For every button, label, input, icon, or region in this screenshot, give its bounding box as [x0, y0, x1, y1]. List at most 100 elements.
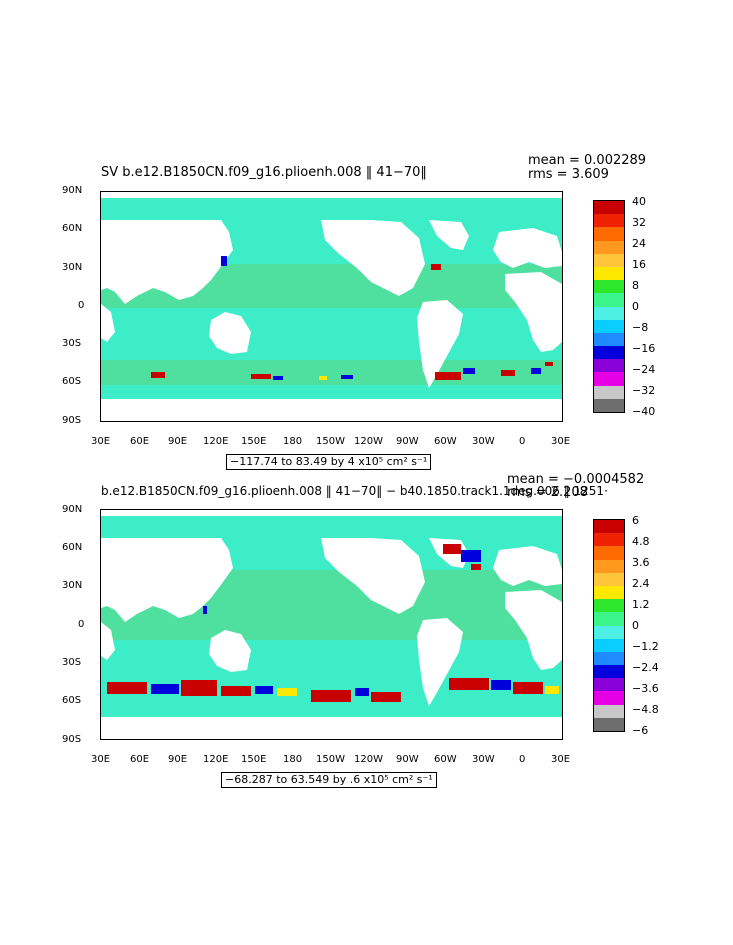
panel2-colorbar-label: −4.8	[632, 703, 659, 716]
colorbar-swatch	[594, 227, 624, 241]
land-north-pole	[101, 510, 562, 516]
panel1-lon-label: 120W	[354, 436, 383, 447]
panel2-lon-label: 150E	[241, 754, 267, 765]
colorbar-swatch	[594, 346, 624, 360]
panel1-lon-label: 120E	[203, 436, 229, 447]
panel2-colorbar-label: −2.4	[632, 661, 659, 674]
panel1-lat-label: 90N	[62, 185, 83, 196]
land-asia	[101, 220, 233, 304]
panel2-lon-label: 120W	[354, 754, 383, 765]
land-south-america	[417, 300, 463, 388]
panel2-colorbar-label: 0	[632, 619, 639, 632]
panel2-colorbar-label: 4.8	[632, 535, 650, 548]
land-antarctica	[101, 717, 562, 739]
panel2-range-text: −68.287 to 63.549 by .6 x10⁵ cm² s⁻¹	[221, 772, 437, 788]
panel2-colorbar-label: 2.4	[632, 577, 650, 590]
panel2-lat-label: 30N	[62, 580, 83, 591]
panel2-mean: mean = −0.0004582	[507, 472, 645, 487]
panel1-lat-label: 30N	[62, 262, 83, 273]
panel1-colorbar-label: 8	[632, 279, 639, 292]
land-africa-east	[101, 304, 115, 342]
land-europe	[493, 228, 562, 268]
panel1-lon-label: 150E	[241, 436, 267, 447]
panel1-colorbar-label: 40	[632, 195, 646, 208]
colorbar-swatch	[594, 691, 624, 705]
panel2-lat-label: 60N	[62, 542, 83, 553]
colorbar-swatch	[594, 319, 624, 333]
panel1-colorbar-label: 24	[632, 237, 646, 250]
panel1-colorbar-label: −32	[632, 384, 656, 397]
panel2-lon-label: 60E	[130, 754, 150, 765]
colorbar-swatch	[594, 253, 624, 267]
panel1-lat-label: 90S	[62, 415, 82, 426]
land-north-pole	[101, 192, 562, 198]
land-greenland	[429, 220, 469, 250]
panel1-range-text: −117.74 to 83.49 by 4 x10⁵ cm² s⁻¹	[226, 454, 432, 470]
panel2-map-svg	[101, 510, 562, 739]
panel1-lon-label: 150W	[316, 436, 345, 447]
land-africa	[505, 272, 562, 352]
panel1-lon-label: 90W	[396, 436, 419, 447]
anomaly-streaks	[151, 256, 553, 380]
panel2-lon-label: 90W	[396, 754, 419, 765]
panel2-colorbar-label: −3.6	[632, 682, 659, 695]
colorbar-swatch	[594, 520, 624, 534]
panel2-lon-label: 90E	[168, 754, 188, 765]
land-australia	[209, 312, 251, 354]
panel1-lon-label: 0	[519, 436, 526, 447]
land-europe	[493, 546, 562, 586]
panel2-title: b.e12.B1850CN.f09_g16.plioenh.008 ‖ 41−7…	[101, 484, 608, 498]
colorbar-swatch	[594, 201, 624, 215]
panel2-colorbar-label: −6	[632, 724, 649, 737]
panel1-lon-label: 60E	[130, 436, 150, 447]
colorbar-swatch	[594, 612, 624, 626]
panel2-colorbar-label: 6	[632, 514, 639, 527]
land-north-america	[321, 220, 425, 296]
panel1-colorbar-label: 16	[632, 258, 646, 271]
colorbar-swatch	[594, 665, 624, 679]
panel2-lon-label: 30W	[472, 754, 495, 765]
panel1-lat-label: 0	[78, 300, 85, 311]
land-africa-east	[101, 622, 115, 660]
panel1-colorbar	[593, 200, 625, 413]
panel1-colorbar-label: −16	[632, 342, 656, 355]
colorbar-swatch	[594, 266, 624, 281]
colorbar-swatch	[594, 359, 624, 373]
panel1-lon-label: 60W	[434, 436, 457, 447]
panel2-lat-label: 60S	[62, 695, 82, 706]
panel1-lon-label: 30E	[91, 436, 111, 447]
panel1-lat-label: 60S	[62, 376, 82, 387]
panel1-rms: rms = 3.609	[528, 167, 609, 182]
land-africa	[505, 590, 562, 670]
panel2-lon-label: 30E	[91, 754, 111, 765]
panel2-rms: rms = 2.208	[507, 485, 588, 500]
panel2-lat-label: 90S	[62, 734, 82, 745]
colorbar-swatch	[594, 638, 624, 652]
panel2-lon-label: 30E	[551, 754, 571, 765]
panel2-colorbar-label: −1.2	[632, 640, 659, 653]
colorbar-swatch	[594, 651, 624, 666]
colorbar-swatch	[594, 306, 624, 320]
panel1-lat-label: 30S	[62, 338, 82, 349]
colorbar-swatch	[594, 372, 624, 386]
panel1-colorbar-label: −8	[632, 321, 649, 334]
panel1-lon-label: 90E	[168, 436, 188, 447]
colorbar-swatch	[594, 704, 624, 718]
colorbar-swatch	[594, 293, 624, 307]
anomaly-streaks	[107, 544, 559, 702]
colorbar-swatch	[594, 214, 624, 228]
land-antarctica	[101, 399, 562, 421]
land-north-america	[321, 538, 425, 614]
colorbar-swatch	[594, 599, 624, 613]
panel1-lat-label: 60N	[62, 223, 83, 234]
colorbar-swatch	[594, 717, 624, 731]
panel2-colorbar-label: 3.6	[632, 556, 650, 569]
colorbar-swatch	[594, 533, 624, 547]
panel2-lon-label: 180	[283, 754, 303, 765]
panel1-lon-label: 180	[283, 436, 303, 447]
colorbar-swatch	[594, 240, 624, 254]
panel1-colorbar-label: 32	[632, 216, 646, 229]
panel2-lat-label: 0	[78, 619, 85, 630]
panel1-colorbar-label: −24	[632, 363, 656, 376]
colorbar-swatch	[594, 280, 624, 294]
